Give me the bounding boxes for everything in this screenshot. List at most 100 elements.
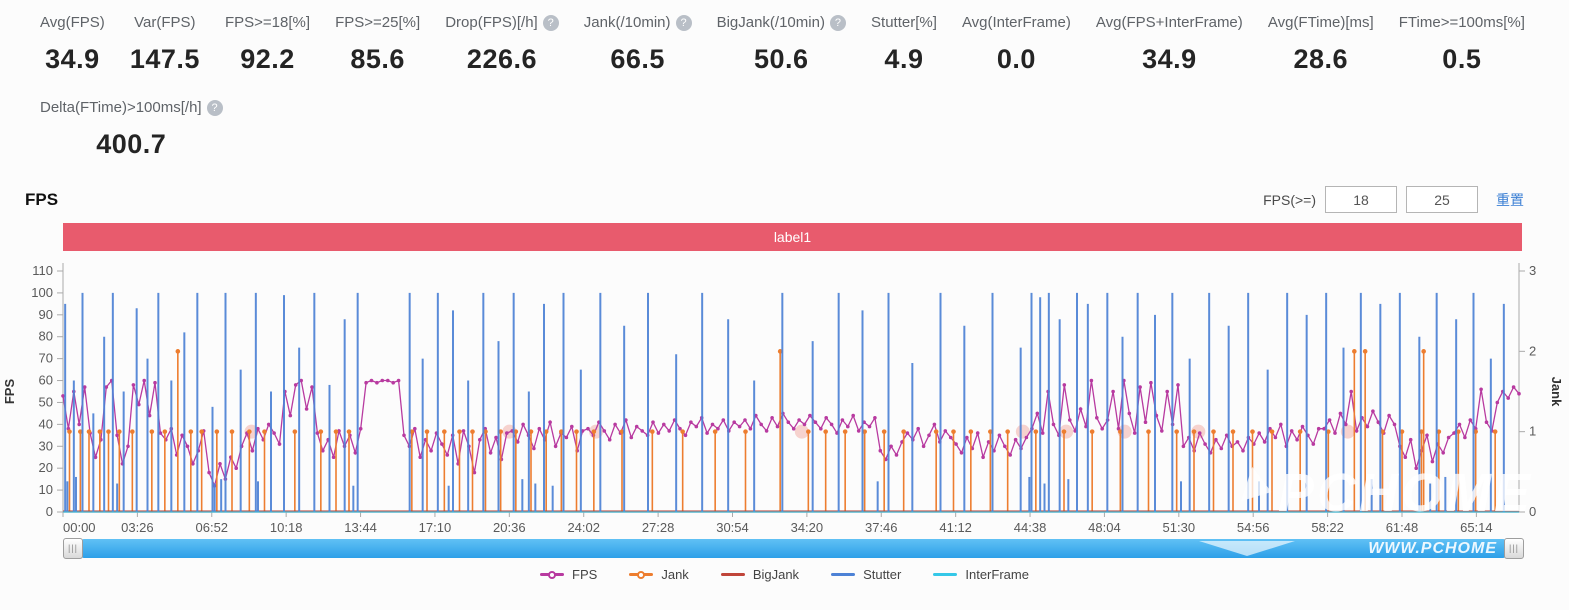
metric-avg-fps: Avg(FPS) 34.9 bbox=[40, 14, 105, 75]
svg-text:27:28: 27:28 bbox=[642, 520, 675, 535]
legend-marker-icon bbox=[629, 570, 654, 579]
metric-label: Avg(InterFrame) bbox=[961, 14, 1071, 31]
legend-dot-icon bbox=[637, 570, 646, 579]
legend-item-jank[interactable]: Jank bbox=[629, 567, 689, 582]
svg-text:37:46: 37:46 bbox=[865, 520, 898, 535]
section-title-fps: FPS bbox=[25, 189, 59, 209]
svg-text:06:52: 06:52 bbox=[196, 520, 229, 535]
metric-label: FPS>=18[%] bbox=[224, 14, 311, 31]
metric-value: 0.0 bbox=[996, 44, 1036, 74]
fps-chart: 00:00 03:26 06:52 10:18 13:44 17:10 20:36 24:02… bbox=[2, 263, 1564, 535]
legend-label: BigJank bbox=[752, 567, 800, 582]
y-axis-left: 0 10 20 30 40 50 60 70 80 90 100 110 FPS bbox=[2, 263, 64, 519]
fps-section-header: FPS FPS(>=) 重置 bbox=[0, 186, 1569, 213]
x-axis: 00:00 03:26 06:52 10:18 13:44 17:10 20:36 24:02… bbox=[62, 511, 1519, 535]
legend-item-stutter[interactable]: Stutter bbox=[831, 567, 901, 582]
svg-text:FPS: FPS bbox=[2, 379, 17, 405]
metric-avg-ftime: Avg(FTime)[ms] 28.6 bbox=[1268, 14, 1374, 75]
metrics-summary-row: Avg(FPS) 34.9 Var(FPS) 147.5 FPS>=18[%] … bbox=[0, 0, 1569, 75]
metric-label: Var(FPS) bbox=[134, 14, 196, 31]
legend-item-bigjank[interactable]: BigJank bbox=[720, 567, 800, 582]
fps-threshold-input-low[interactable] bbox=[1325, 186, 1397, 213]
svg-text:80: 80 bbox=[39, 329, 53, 344]
chart-label-banner: label1 bbox=[63, 223, 1522, 251]
metric-value: 50.6 bbox=[753, 44, 809, 74]
metric-label: Avg(FTime)[ms] bbox=[1267, 14, 1374, 31]
metric-avg-interframe: Avg(InterFrame) 0.0 bbox=[962, 14, 1071, 75]
svg-text:60: 60 bbox=[39, 373, 53, 388]
reset-link[interactable]: 重置 bbox=[1496, 191, 1524, 208]
metrics-summary-row-2: Delta(FTime)>100ms[/h]? 400.7 bbox=[0, 75, 1569, 160]
metric-label: Stutter[%] bbox=[871, 14, 937, 31]
svg-text:110: 110 bbox=[32, 263, 53, 278]
svg-text:2: 2 bbox=[1529, 343, 1536, 358]
zoom-handle-left[interactable]: ||| bbox=[63, 538, 83, 559]
svg-text:100: 100 bbox=[31, 285, 53, 300]
svg-text:Jank: Jank bbox=[1549, 377, 1564, 407]
legend-marker-icon bbox=[831, 573, 856, 576]
metric-delta-ftime: Delta(FTime)>100ms[/h]? 400.7 bbox=[40, 99, 223, 160]
help-icon[interactable]: ? bbox=[675, 15, 692, 31]
svg-text:20: 20 bbox=[39, 460, 53, 475]
metric-label: BigJank(/10min) bbox=[716, 14, 825, 31]
metric-ftime-ge-100ms: FTime>=100ms[%] 0.5 bbox=[1399, 14, 1525, 75]
legend-marker-icon bbox=[540, 570, 565, 579]
metric-value: 34.9 bbox=[1142, 44, 1197, 74]
svg-text:30:54: 30:54 bbox=[716, 520, 749, 535]
svg-text:10:18: 10:18 bbox=[270, 520, 303, 535]
metric-value: 28.6 bbox=[1293, 44, 1349, 74]
y-axis-right: 0 1 2 3 Jank bbox=[1518, 263, 1564, 519]
metric-stutter: Stutter[%] 4.9 bbox=[871, 14, 937, 75]
svg-text:54:56: 54:56 bbox=[1237, 520, 1270, 535]
fps-threshold-input-high[interactable] bbox=[1406, 186, 1478, 213]
svg-text:30: 30 bbox=[39, 438, 53, 453]
jank-series bbox=[67, 349, 1498, 512]
help-icon[interactable]: ? bbox=[206, 100, 223, 116]
svg-text:61:48: 61:48 bbox=[1386, 520, 1419, 535]
metric-drop-fps: Drop(FPS)[/h]? 226.6 bbox=[445, 14, 559, 75]
metric-avg-fps-interframe: Avg(FPS+InterFrame) 34.9 bbox=[1096, 14, 1243, 75]
zoom-handle-right[interactable]: ||| bbox=[1504, 538, 1524, 559]
metric-value: 4.9 bbox=[884, 44, 924, 74]
watermark-wedge bbox=[1199, 541, 1295, 556]
legend-marker-icon bbox=[720, 573, 745, 576]
svg-text:44:38: 44:38 bbox=[1014, 520, 1047, 535]
metric-label: Jank(/10min) bbox=[583, 14, 671, 31]
svg-text:1: 1 bbox=[1529, 424, 1536, 439]
metric-value: 92.2 bbox=[240, 44, 295, 74]
legend-item-interframe[interactable]: InterFrame bbox=[933, 567, 1029, 582]
legend-label: FPS bbox=[572, 567, 598, 582]
fps-threshold-label: FPS(>=) bbox=[1263, 191, 1316, 208]
metric-value: 400.7 bbox=[96, 129, 167, 159]
svg-text:34:20: 34:20 bbox=[791, 520, 824, 535]
metric-fps-ge-18: FPS>=18[%] 92.2 bbox=[225, 14, 310, 75]
legend-dot-icon bbox=[548, 570, 557, 579]
help-icon[interactable]: ? bbox=[542, 15, 559, 31]
metric-label: Delta(FTime)>100ms[/h] bbox=[40, 99, 202, 116]
zoom-track[interactable]: WWW.PCHOME bbox=[82, 539, 1505, 558]
svg-text:40: 40 bbox=[39, 416, 53, 431]
svg-text:0: 0 bbox=[46, 504, 53, 519]
svg-text:13:44: 13:44 bbox=[344, 520, 377, 535]
svg-text:3: 3 bbox=[1529, 263, 1536, 278]
metric-bigjank: BigJank(/10min)? 50.6 bbox=[717, 14, 846, 75]
chart-legend: FPS Jank BigJank Stutter InterFrame bbox=[0, 567, 1569, 582]
metric-label: Drop(FPS)[/h] bbox=[445, 14, 538, 31]
svg-text:20:36: 20:36 bbox=[493, 520, 526, 535]
legend-marker-icon bbox=[933, 573, 958, 576]
watermark-text: WWW.PCHOME bbox=[1368, 540, 1497, 557]
svg-text:50: 50 bbox=[39, 394, 53, 409]
metric-label: Avg(FPS) bbox=[40, 14, 105, 31]
metric-label: FPS>=25[%] bbox=[335, 14, 421, 31]
legend-item-fps[interactable]: FPS bbox=[540, 567, 597, 582]
chart-zoom-scrollbar[interactable]: WWW.PCHOME ||| ||| bbox=[63, 538, 1524, 559]
banner-text: label1 bbox=[773, 229, 812, 245]
metric-value: 66.5 bbox=[610, 44, 665, 74]
svg-text:41:12: 41:12 bbox=[939, 520, 972, 535]
metric-value: 34.9 bbox=[45, 44, 100, 74]
metric-var-fps: Var(FPS) 147.5 bbox=[130, 14, 200, 75]
svg-text:65:14: 65:14 bbox=[1460, 520, 1493, 535]
svg-text:17:10: 17:10 bbox=[419, 520, 452, 535]
help-icon[interactable]: ? bbox=[829, 15, 846, 31]
